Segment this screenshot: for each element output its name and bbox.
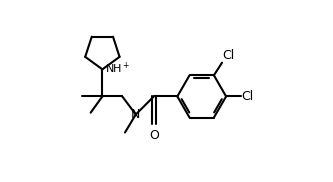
Text: Cl: Cl: [241, 90, 253, 103]
Text: NH$^+$: NH$^+$: [105, 61, 131, 76]
Text: O: O: [149, 129, 159, 142]
Text: Cl: Cl: [222, 49, 235, 62]
Text: N: N: [131, 108, 141, 121]
